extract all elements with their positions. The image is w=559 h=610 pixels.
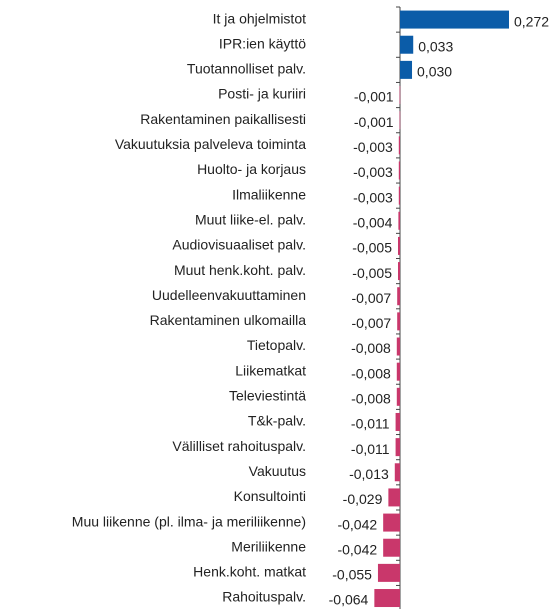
value-label: -0,008	[351, 340, 391, 356]
bar	[377, 563, 400, 582]
value-label: -0,003	[353, 139, 393, 155]
category-label: Henk.koht. matkat	[193, 564, 306, 580]
bar	[396, 387, 400, 406]
value-label: -0,004	[353, 214, 393, 230]
category-label: T&k-palv.	[248, 413, 306, 429]
bar	[394, 463, 400, 482]
value-label: -0,008	[351, 391, 391, 407]
bar	[397, 312, 400, 331]
bar	[388, 488, 400, 507]
category-label: Televiestintä	[229, 388, 306, 404]
bar	[396, 362, 400, 381]
bar	[383, 538, 400, 557]
bar	[397, 262, 400, 281]
bar	[398, 161, 400, 180]
category-label: Vakuutuksia palveleva toiminta	[115, 136, 306, 152]
bar	[400, 10, 509, 29]
bar	[395, 412, 400, 431]
value-label: -0,003	[353, 189, 393, 205]
category-label: It ja ohjelmistot	[213, 10, 306, 26]
category-label: Rakentaminen ulkomailla	[150, 312, 307, 328]
bar	[397, 236, 400, 255]
category-label: Vakuutus	[249, 463, 306, 479]
category-label: Konsultointi	[234, 488, 306, 504]
value-label: -0,005	[352, 240, 392, 256]
value-label: 0,272	[514, 13, 549, 29]
bar	[398, 186, 400, 205]
category-label: Liikematkat	[235, 362, 306, 378]
category-label: Huolto- ja korjaus	[197, 161, 306, 177]
category-label: Ilmaliikenne	[232, 186, 306, 202]
category-label: Meriliikenne	[231, 538, 306, 554]
value-label: -0,042	[337, 541, 377, 557]
bar	[374, 589, 400, 608]
bar	[398, 136, 400, 155]
category-label: Tuotannolliset palv.	[187, 61, 306, 77]
value-label: -0,003	[353, 164, 393, 180]
category-label: Rahoituspalv.	[222, 589, 306, 605]
bar	[397, 287, 400, 306]
value-label: -0,011	[351, 416, 390, 432]
value-label: -0,029	[343, 491, 383, 507]
bar	[383, 513, 400, 532]
value-label: -0,007	[351, 315, 391, 331]
bar	[399, 86, 401, 105]
category-label: Muut henk.koht. palv.	[174, 262, 306, 278]
bar	[400, 35, 414, 54]
value-label: -0,001	[354, 114, 394, 130]
value-label: 0,030	[417, 64, 452, 80]
category-label: Muu liikenne (pl. ilma- ja meriliikenne)	[72, 513, 306, 529]
value-label: -0,001	[354, 89, 394, 105]
value-label: -0,007	[351, 290, 391, 306]
category-label: Tietopalv.	[247, 337, 306, 353]
category-label: Audiovisuaaliset palv.	[172, 237, 306, 253]
bar	[396, 337, 400, 356]
value-label: -0,011	[351, 441, 390, 457]
category-label: Uudelleenvakuuttaminen	[152, 287, 306, 303]
value-label: -0,055	[332, 567, 372, 583]
value-label: -0,008	[351, 365, 391, 381]
category-label: IPR:ien käyttö	[219, 35, 306, 51]
bar	[395, 438, 400, 457]
value-label: 0,033	[418, 38, 453, 54]
bar	[398, 211, 400, 230]
value-label: -0,013	[349, 466, 389, 482]
bar	[400, 60, 413, 79]
value-label: -0,064	[329, 592, 369, 608]
category-label: Välilliset rahoituspalv.	[172, 438, 306, 454]
value-label: -0,042	[337, 516, 377, 532]
bar	[399, 111, 401, 130]
value-label: -0,005	[352, 265, 392, 281]
category-label: Muut liike-el. palv.	[195, 211, 306, 227]
category-label: Posti- ja kuriiri	[218, 86, 306, 102]
category-label: Rakentaminen paikallisesti	[140, 111, 306, 127]
